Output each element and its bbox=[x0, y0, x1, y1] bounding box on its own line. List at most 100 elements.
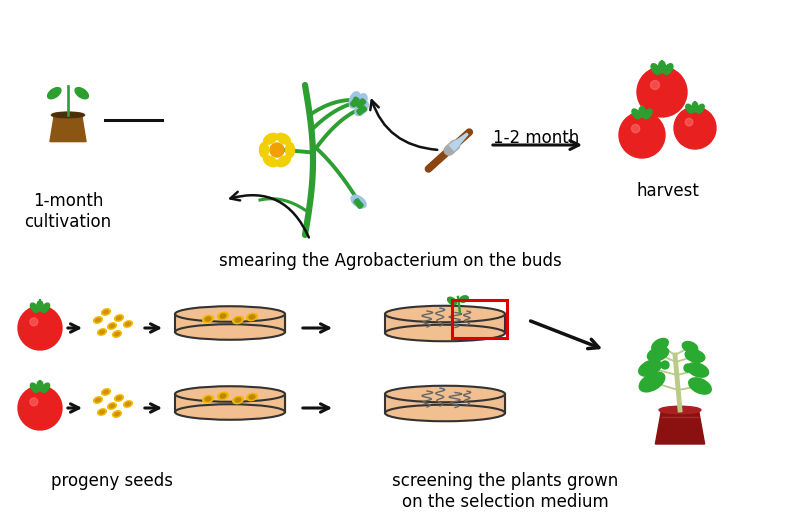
Ellipse shape bbox=[48, 88, 61, 99]
Ellipse shape bbox=[355, 94, 367, 109]
Ellipse shape bbox=[358, 99, 364, 108]
Circle shape bbox=[631, 125, 640, 133]
Ellipse shape bbox=[696, 104, 704, 113]
Bar bbox=[452, 300, 507, 338]
Circle shape bbox=[18, 386, 62, 430]
Ellipse shape bbox=[639, 372, 665, 392]
Ellipse shape bbox=[639, 106, 646, 118]
Ellipse shape bbox=[75, 88, 88, 99]
Ellipse shape bbox=[103, 390, 109, 394]
Circle shape bbox=[30, 318, 38, 326]
Ellipse shape bbox=[94, 317, 102, 323]
Circle shape bbox=[637, 67, 687, 117]
Text: harvest: harvest bbox=[637, 182, 700, 200]
Ellipse shape bbox=[286, 143, 295, 157]
Ellipse shape bbox=[685, 350, 705, 362]
Text: smearing the Agrobacterium on the buds: smearing the Agrobacterium on the buds bbox=[218, 252, 561, 270]
Ellipse shape bbox=[664, 64, 673, 75]
Ellipse shape bbox=[125, 402, 130, 406]
Ellipse shape bbox=[385, 306, 505, 322]
Ellipse shape bbox=[276, 133, 291, 144]
Ellipse shape bbox=[355, 200, 362, 207]
Circle shape bbox=[619, 112, 665, 158]
Ellipse shape bbox=[108, 403, 117, 409]
Ellipse shape bbox=[659, 406, 701, 414]
Ellipse shape bbox=[114, 315, 123, 321]
Ellipse shape bbox=[264, 133, 277, 144]
Ellipse shape bbox=[95, 318, 100, 321]
Ellipse shape bbox=[113, 331, 121, 337]
Circle shape bbox=[18, 306, 62, 350]
Ellipse shape bbox=[220, 314, 226, 318]
Ellipse shape bbox=[644, 109, 652, 119]
Ellipse shape bbox=[652, 339, 669, 352]
Ellipse shape bbox=[350, 99, 359, 105]
Ellipse shape bbox=[175, 404, 285, 420]
Ellipse shape bbox=[52, 113, 83, 117]
Ellipse shape bbox=[385, 325, 505, 341]
Ellipse shape bbox=[205, 397, 211, 401]
Ellipse shape bbox=[247, 313, 257, 320]
Text: 1-month
cultivation: 1-month cultivation bbox=[25, 192, 112, 231]
Ellipse shape bbox=[99, 411, 104, 414]
Circle shape bbox=[30, 398, 38, 406]
Circle shape bbox=[270, 143, 284, 157]
Ellipse shape bbox=[359, 106, 364, 115]
Ellipse shape bbox=[385, 386, 505, 402]
Ellipse shape bbox=[124, 401, 133, 407]
Ellipse shape bbox=[264, 156, 277, 167]
Ellipse shape bbox=[354, 201, 363, 206]
Ellipse shape bbox=[351, 195, 366, 208]
Ellipse shape bbox=[202, 395, 214, 403]
Ellipse shape bbox=[102, 389, 110, 395]
Ellipse shape bbox=[235, 398, 241, 402]
Ellipse shape bbox=[682, 342, 698, 352]
Ellipse shape bbox=[233, 316, 244, 324]
Ellipse shape bbox=[235, 318, 241, 322]
Ellipse shape bbox=[276, 156, 291, 167]
Ellipse shape bbox=[247, 393, 257, 401]
Ellipse shape bbox=[349, 92, 360, 108]
Ellipse shape bbox=[114, 332, 119, 336]
Ellipse shape bbox=[42, 303, 49, 313]
Ellipse shape bbox=[355, 101, 368, 116]
Ellipse shape bbox=[249, 395, 255, 399]
Circle shape bbox=[684, 364, 692, 372]
Ellipse shape bbox=[110, 325, 114, 328]
Ellipse shape bbox=[658, 61, 665, 73]
Ellipse shape bbox=[692, 102, 698, 112]
Circle shape bbox=[650, 81, 660, 90]
Ellipse shape bbox=[233, 396, 244, 404]
Ellipse shape bbox=[686, 104, 693, 113]
Ellipse shape bbox=[108, 323, 117, 329]
Ellipse shape bbox=[114, 395, 123, 401]
Ellipse shape bbox=[30, 303, 38, 313]
Polygon shape bbox=[385, 314, 505, 333]
Ellipse shape bbox=[218, 392, 229, 400]
Ellipse shape bbox=[220, 394, 226, 398]
Text: progeny seeds: progeny seeds bbox=[51, 472, 173, 490]
Ellipse shape bbox=[260, 143, 268, 157]
Ellipse shape bbox=[688, 378, 711, 394]
Ellipse shape bbox=[117, 316, 121, 320]
Ellipse shape bbox=[37, 301, 43, 311]
Ellipse shape bbox=[249, 315, 255, 319]
Text: 1-2 month: 1-2 month bbox=[493, 129, 579, 147]
Ellipse shape bbox=[30, 383, 38, 392]
Ellipse shape bbox=[218, 312, 229, 320]
Ellipse shape bbox=[353, 97, 357, 107]
Polygon shape bbox=[175, 394, 285, 412]
Ellipse shape bbox=[95, 399, 100, 402]
Ellipse shape bbox=[647, 347, 669, 361]
Ellipse shape bbox=[632, 109, 640, 119]
Ellipse shape bbox=[202, 315, 214, 322]
Ellipse shape bbox=[103, 311, 109, 314]
Ellipse shape bbox=[175, 324, 285, 340]
Ellipse shape bbox=[651, 64, 660, 75]
Ellipse shape bbox=[102, 309, 110, 315]
Ellipse shape bbox=[110, 404, 114, 407]
Ellipse shape bbox=[94, 397, 102, 403]
Ellipse shape bbox=[357, 107, 366, 114]
Circle shape bbox=[674, 107, 716, 149]
Ellipse shape bbox=[98, 329, 106, 335]
